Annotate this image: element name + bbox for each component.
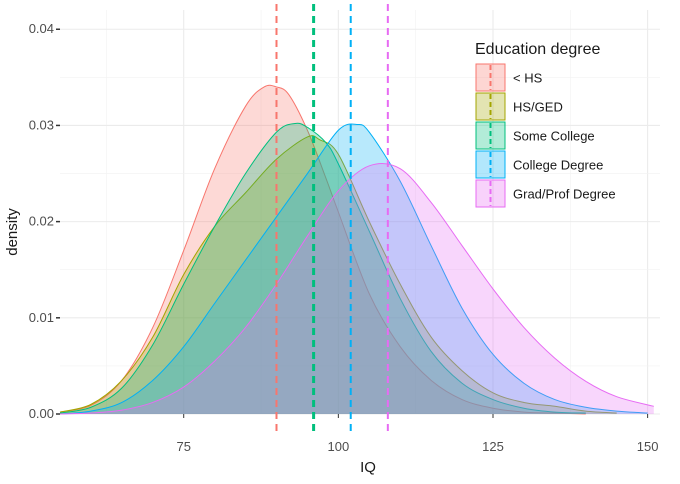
x-axis: 75 100 125 150 (176, 414, 658, 454)
x-tick-label: 150 (637, 439, 659, 454)
y-tick-label: 0.02 (29, 214, 54, 229)
legend-label-2: Some College (513, 129, 595, 144)
x-tick-label: 100 (327, 439, 349, 454)
density-outline-0 (59, 84, 586, 415)
legend-title: Education degree (475, 41, 601, 58)
density-area-3 (60, 123, 648, 414)
y-tick-label: 0.04 (29, 21, 54, 36)
density-outline-4 (59, 163, 654, 415)
y-tick-label: 0.03 (29, 117, 54, 132)
density-area-2 (60, 123, 586, 414)
y-axis: 0.00 0.01 0.02 0.03 0.04 (29, 21, 60, 421)
legend-label-1: HS/GED (513, 100, 563, 115)
legend-label-3: College Degree (513, 158, 603, 173)
density-outline-1 (59, 135, 617, 414)
density-outline-2 (59, 122, 586, 414)
legend-label-0: < HS (513, 71, 543, 86)
y-tick-label: 0.00 (29, 406, 54, 421)
x-axis-title: IQ (360, 459, 376, 476)
legend-label-4: Grad/Prof Degree (513, 187, 616, 202)
legend: Education degree < HS HS/GED Some College C… (475, 41, 616, 208)
density-outline-3 (59, 123, 648, 415)
density-areas (59, 84, 654, 415)
x-tick-label: 125 (482, 439, 504, 454)
y-tick-label: 0.01 (29, 310, 54, 325)
y-axis-title: density (4, 208, 21, 256)
density-area-4 (60, 163, 654, 414)
x-tick-label: 75 (176, 439, 190, 454)
density-area-1 (60, 135, 617, 414)
density-area-0 (60, 85, 586, 414)
